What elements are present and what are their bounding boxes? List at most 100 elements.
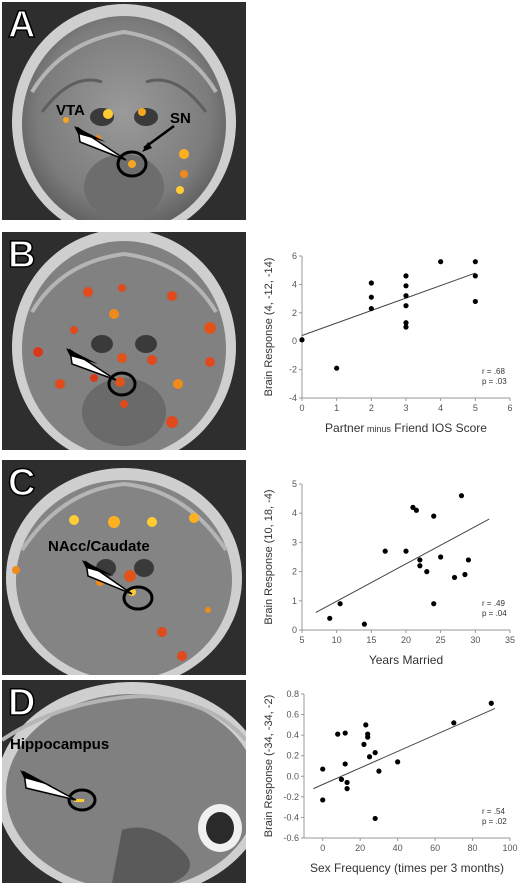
- x-tick-label: 20: [401, 635, 411, 645]
- regression-line: [313, 707, 496, 790]
- x-tick-label: 0: [299, 403, 304, 413]
- x-tick-label: 100: [502, 843, 517, 853]
- x-axis-title-part: Partner: [325, 421, 364, 435]
- y-tick-label: -4: [289, 393, 297, 403]
- x-tick-label: 30: [470, 635, 480, 645]
- x-tick-label: 15: [366, 635, 376, 645]
- brain-image-d: D Hippocampus: [2, 680, 246, 883]
- label-sn: SN: [170, 110, 191, 127]
- data-point: [327, 615, 333, 621]
- data-point: [361, 741, 367, 747]
- data-point: [372, 750, 378, 756]
- data-point: [403, 324, 409, 330]
- y-axis-title: Brain Response (-34, -34, -2): [263, 695, 275, 837]
- x-tick-label: 2: [369, 403, 374, 413]
- y-tick-label: 0.2: [286, 751, 299, 761]
- stat-r: r = .68: [482, 367, 505, 376]
- y-axis-title: Brain Response (10, 18, -4): [263, 489, 275, 624]
- stat-p: p = .02: [482, 817, 507, 826]
- y-tick-label: 0.6: [286, 710, 299, 720]
- y-tick-label: 2: [292, 567, 297, 577]
- data-point: [472, 273, 478, 279]
- data-point: [403, 320, 409, 326]
- x-axis-title: Years Married: [369, 653, 443, 667]
- data-point: [417, 557, 423, 563]
- data-point: [458, 493, 465, 499]
- scatter-plot-d: 0 20 40 60 80 100 -0.6 -0.4 -0.2 0.0 0.2 0.4 0.6 0.8 r…: [263, 689, 518, 875]
- y-tick-label: -0.2: [283, 792, 299, 802]
- y-tick-label: -2: [289, 365, 297, 375]
- x-tick-label: 10: [332, 635, 342, 645]
- x-tick-label: 40: [393, 843, 403, 853]
- panel-letter-d: D: [7, 681, 36, 725]
- x-tick-label: 6: [507, 403, 512, 413]
- data-point: [395, 759, 401, 765]
- x-tick-label: 0: [320, 843, 325, 853]
- label-vta: VTA: [56, 102, 85, 119]
- label-nacc-caudate: NAcc/Caudate: [48, 538, 150, 555]
- stat-r: r = .54: [482, 807, 505, 816]
- x-tick-label: 20: [355, 843, 365, 853]
- data-point: [342, 730, 348, 736]
- data-point: [335, 731, 341, 737]
- y-tick-label: 0: [292, 625, 297, 635]
- data-point: [368, 305, 374, 312]
- data-point: [403, 303, 409, 309]
- y-tick-label: -0.6: [283, 833, 299, 843]
- data-point: [337, 601, 343, 607]
- x-tick-label: 60: [430, 843, 440, 853]
- brain-image-b: B: [2, 232, 246, 450]
- x-axis-title-part: minus: [364, 424, 391, 434]
- data-point: [431, 601, 437, 607]
- panel-letter-b: B: [7, 233, 36, 277]
- data-point: [465, 557, 471, 563]
- data-point: [472, 259, 478, 265]
- data-point: [320, 797, 326, 803]
- x-axis-title: Partner minus Friend IOS Score: [325, 421, 487, 435]
- y-tick-label: 0: [292, 336, 297, 346]
- panel-letter-c: C: [7, 461, 36, 505]
- data-point: [417, 563, 423, 569]
- data-point: [451, 574, 458, 581]
- x-axis-title: Sex Frequency (times per 3 months): [310, 861, 504, 875]
- brain-image-a: A VTA SN: [2, 2, 246, 220]
- y-tick-label: 4: [292, 508, 297, 518]
- data-point: [344, 786, 350, 792]
- x-tick-label: 3: [403, 403, 408, 413]
- y-tick-label: 0.0: [286, 771, 299, 781]
- data-point: [382, 548, 388, 554]
- y-axis-title: Brain Response (4, -12, -14): [263, 258, 275, 397]
- data-point: [431, 513, 437, 519]
- data-point: [413, 507, 419, 513]
- scatter-plot-b: 0 1 2 3 4 5 6 -4 -2 0 2 4 6 r = .68p = .03 Brain Respo…: [263, 251, 513, 435]
- data-point: [488, 700, 494, 706]
- coronal-mri-c: [2, 460, 246, 675]
- data-point: [334, 365, 340, 371]
- scatter-plot-c: 5 10 15 20 25 30 35 0 1 2 3 4 5 r = .49p = .04 Brain R…: [263, 479, 515, 667]
- data-point: [451, 720, 457, 726]
- regression-line: [301, 272, 476, 336]
- stat-p: p = .03: [482, 377, 507, 386]
- y-tick-label: 3: [292, 537, 297, 547]
- panel-letter-a: A: [7, 3, 36, 47]
- data-point: [376, 768, 382, 774]
- y-tick-label: 1: [292, 596, 297, 606]
- x-tick-label: 4: [438, 403, 443, 413]
- data-point: [462, 571, 468, 578]
- x-tick-label: 5: [473, 403, 478, 413]
- data-point: [438, 554, 444, 560]
- stat-r: r = .49: [482, 599, 505, 608]
- data-point: [320, 766, 326, 772]
- coronal-mri-a: [2, 2, 246, 220]
- data-point: [366, 754, 373, 760]
- coronal-mri-b: [2, 232, 246, 450]
- y-tick-label: 5: [292, 479, 297, 489]
- x-axis-title-part: Friend IOS Score: [391, 421, 487, 435]
- y-tick-label: 2: [292, 308, 297, 318]
- data-point: [438, 259, 444, 265]
- x-tick-label: 5: [299, 635, 304, 645]
- data-point: [299, 337, 305, 343]
- data-point: [472, 298, 478, 305]
- data-point: [410, 504, 416, 510]
- data-point: [368, 294, 374, 300]
